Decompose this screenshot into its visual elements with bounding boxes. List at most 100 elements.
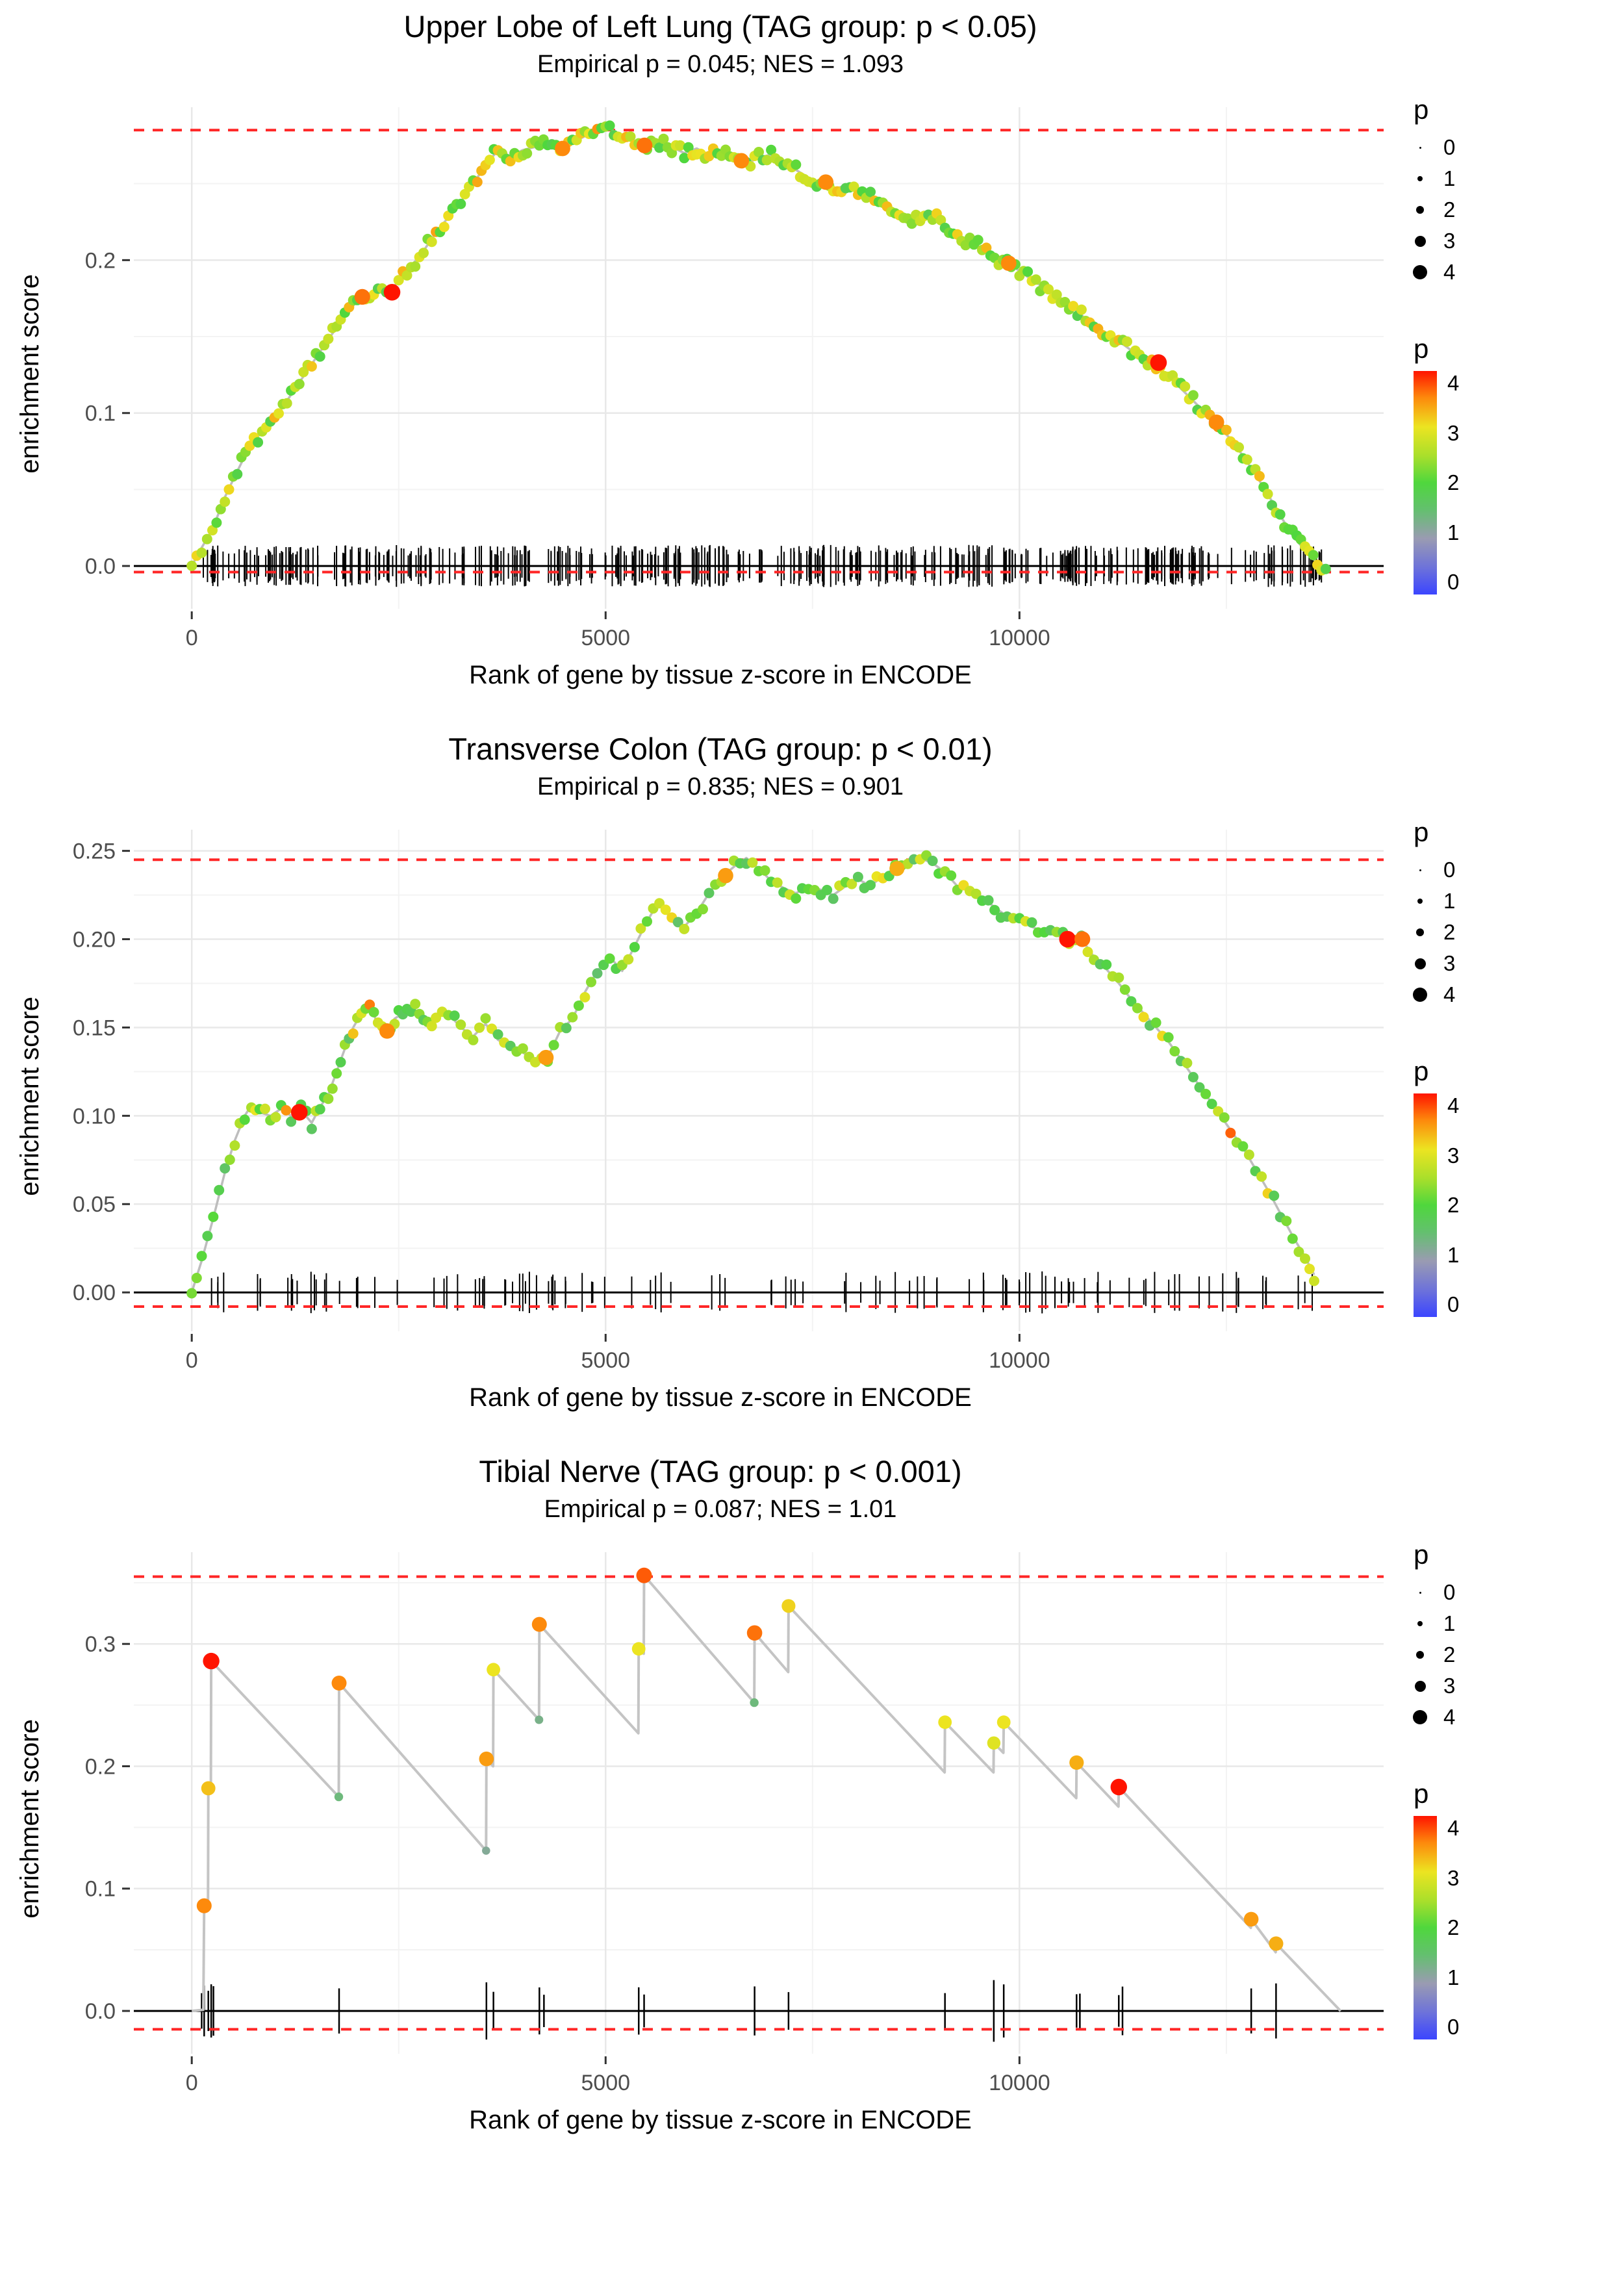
size-dot-icon: [1417, 1621, 1423, 1627]
size-legend: p 0 1 2 3 4: [1411, 94, 1607, 288]
size-legend-title: p: [1414, 94, 1429, 125]
gene-rug: [202, 544, 1323, 587]
highlight-points: [196, 1567, 1284, 1951]
panel-subtitle: Empirical p = 0.087; NES = 1.01: [544, 1496, 897, 1524]
size-legend-entry: 0: [1411, 1577, 1607, 1608]
y-tick-label: 0.10: [73, 1104, 116, 1129]
panel-transverse-colon: Transverse Colon (TAG group: p < 0.01) E…: [9, 732, 1624, 1412]
enrichment-plot: 0.0 0.1 0.2 0.3 0 5000 10000: [85, 1552, 1384, 2095]
x-tick-label: 10000: [989, 626, 1050, 650]
size-dot-icon: [1413, 265, 1427, 280]
y-tick-label: 0.2: [85, 1755, 116, 1780]
size-dot-icon: [1417, 899, 1423, 904]
size-legend-entry: 3: [1411, 1670, 1607, 1702]
color-gradient-bar: [1414, 1093, 1437, 1318]
color-legend-title: p: [1414, 333, 1429, 364]
legend-column: p 0 1 2 3 4 p 4 3: [1402, 1533, 1607, 2104]
size-dot-icon: [1419, 869, 1421, 871]
y-tick-label: 0.2: [85, 248, 116, 273]
color-legend-title: p: [1414, 1056, 1429, 1087]
y-tick-label: 0.1: [85, 402, 116, 426]
x-tick-label: 10000: [989, 2071, 1050, 2095]
size-dot-icon: [1416, 1651, 1424, 1659]
size-legend-entry: 4: [1411, 1702, 1607, 1733]
size-legend-entry: 3: [1411, 948, 1607, 979]
x-axis-title: Rank of gene by tissue z-score in ENCODE: [469, 661, 972, 690]
x-tick-label: 0: [186, 1348, 198, 1373]
axis-ticks: 0.00 0.05 0.10 0.15 0.20 0.25 0 5000 10000: [73, 839, 1050, 1373]
y-tick-label: 0.0: [85, 1999, 116, 2024]
x-tick-label: 10000: [989, 1348, 1050, 1373]
axis-ticks: 0.0 0.1 0.2 0 5000 10000: [85, 248, 1050, 650]
y-tick-label: 0.20: [73, 928, 116, 952]
enrichment-curve: [190, 127, 1326, 567]
size-legend: p 0 1 2 3 4: [1411, 817, 1607, 1010]
size-legend-entry: 2: [1411, 917, 1607, 948]
color-legend: p 4 3 2 1 0: [1411, 1056, 1607, 1318]
size-dot-icon: [1414, 958, 1426, 969]
enrichment-curve: [191, 1574, 1342, 2013]
x-tick-label: 5000: [581, 2071, 630, 2095]
panel-subtitle: Empirical p = 0.835; NES = 0.901: [537, 773, 904, 801]
size-dot-icon: [1419, 146, 1421, 149]
size-legend-entry: 1: [1411, 163, 1607, 194]
panel-title: Upper Lobe of Left Lung (TAG group: p < …: [403, 9, 1037, 44]
gsea-report-page: Upper Lobe of Left Lung (TAG group: p < …: [9, 9, 1624, 2135]
size-legend-entry: 0: [1411, 854, 1607, 886]
panel-tibial-nerve: Tibial Nerve (TAG group: p < 0.001) Empi…: [9, 1454, 1624, 2135]
y-axis-title: enrichment score: [15, 1718, 44, 1919]
color-gradient-bar: [1414, 1816, 1437, 2040]
y-tick-label: 0.1: [85, 1877, 116, 1902]
curve-points: [186, 120, 1331, 576]
color-gradient-bar: [1414, 371, 1437, 595]
enrichment-curve: [190, 856, 1315, 1293]
y-tick-label: 0.00: [73, 1281, 116, 1305]
color-legend-labels: 4 3 2 1 0: [1447, 1093, 1460, 1317]
axis-ticks: 0.0 0.1 0.2 0.3 0 5000 10000: [85, 1632, 1050, 2095]
size-dot-icon: [1413, 988, 1427, 1003]
x-axis-title: Rank of gene by tissue z-score in ENCODE: [469, 2106, 972, 2135]
size-dot-icon: [1419, 1591, 1421, 1594]
x-tick-label: 0: [186, 626, 198, 650]
x-tick-label: 0: [186, 2071, 198, 2095]
size-legend-title: p: [1414, 817, 1429, 848]
size-dot-icon: [1414, 1680, 1426, 1692]
panel-title: Tibial Nerve (TAG group: p < 0.001): [479, 1454, 962, 1489]
size-legend-entry: 4: [1411, 257, 1607, 288]
legend-column: p 0 1 2 3 4 p 4 3: [1402, 88, 1607, 659]
y-tick-label: 0.0: [85, 554, 116, 579]
y-tick-label: 0.15: [73, 1016, 116, 1040]
size-legend-entry: 1: [1411, 1608, 1607, 1639]
size-dot-icon: [1413, 1710, 1427, 1725]
panel-subtitle: Empirical p = 0.045; NES = 1.093: [537, 51, 904, 79]
y-axis-title: enrichment score: [15, 996, 44, 1196]
x-axis-title: Rank of gene by tissue z-score in ENCODE: [469, 1383, 972, 1412]
size-legend-entry: 0: [1411, 132, 1607, 163]
highlight-points: [291, 861, 1091, 1121]
panel-title: Transverse Colon (TAG group: p < 0.01): [448, 732, 993, 767]
x-tick-label: 5000: [581, 1348, 630, 1373]
y-axis-title: enrichment score: [15, 274, 44, 474]
size-dot-icon: [1414, 235, 1426, 247]
size-legend: p 0 1 2 3 4: [1411, 1539, 1607, 1733]
size-dot-icon: [1417, 176, 1423, 182]
y-tick-label: 0.05: [73, 1192, 116, 1217]
color-legend-labels: 4 3 2 1 0: [1447, 1816, 1460, 2039]
color-legend-title: p: [1414, 1778, 1429, 1809]
legend-column: p 0 1 2 3 4 p 4 3: [1402, 810, 1607, 1382]
color-legend: p 4 3 2 1 0: [1411, 1778, 1607, 2040]
enrichment-plot: 0.0 0.1 0.2 0 5000 10000: [85, 107, 1384, 650]
highlight-points: [354, 137, 1224, 430]
panel-upper-lobe-of-left-lung: Upper Lobe of Left Lung (TAG group: p < …: [9, 9, 1624, 690]
size-dot-icon: [1416, 928, 1424, 937]
y-tick-label: 0.25: [73, 839, 116, 864]
curve-points: [186, 850, 1319, 1299]
size-legend-entry: 3: [1411, 225, 1607, 257]
size-legend-entry: 4: [1411, 979, 1607, 1010]
color-legend-labels: 4 3 2 1 0: [1447, 371, 1460, 594]
size-legend-entry: 2: [1411, 1639, 1607, 1670]
size-legend-entry: 1: [1411, 886, 1607, 917]
size-legend-entry: 2: [1411, 194, 1607, 225]
size-dot-icon: [1416, 206, 1424, 214]
enrichment-plot: 0.00 0.05 0.10 0.15 0.20 0.25 0 5000 10000: [73, 830, 1384, 1373]
